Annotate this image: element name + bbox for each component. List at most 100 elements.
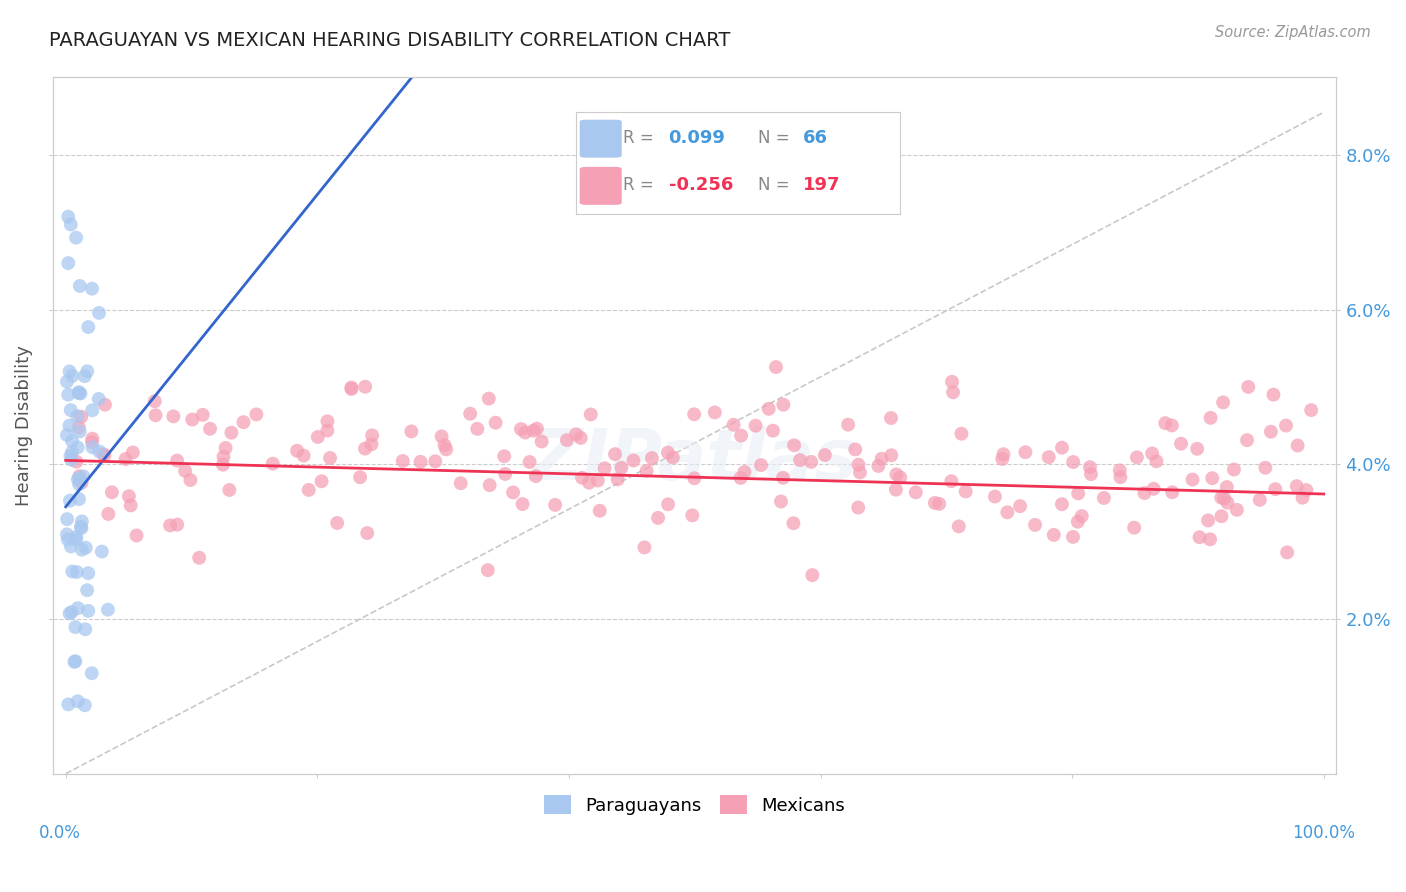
Point bbox=[159, 518, 181, 533]
Point bbox=[356, 526, 378, 541]
Point bbox=[76, 364, 98, 378]
Point bbox=[1126, 450, 1149, 465]
Point bbox=[484, 416, 506, 430]
Point bbox=[58, 418, 80, 433]
Point bbox=[1014, 445, 1036, 459]
Point bbox=[65, 654, 87, 668]
Point bbox=[1133, 486, 1156, 500]
Point bbox=[166, 453, 188, 467]
Point bbox=[1070, 509, 1092, 524]
Point bbox=[683, 471, 706, 485]
Point bbox=[58, 256, 80, 270]
Point bbox=[218, 483, 240, 497]
Point bbox=[522, 424, 544, 438]
Point bbox=[56, 428, 79, 442]
Point bbox=[941, 375, 963, 389]
Point bbox=[82, 403, 104, 417]
Point bbox=[950, 426, 973, 441]
Point bbox=[758, 401, 780, 416]
Text: R =: R = bbox=[623, 177, 654, 194]
Point bbox=[58, 698, 80, 712]
Point bbox=[1301, 403, 1323, 417]
Point bbox=[179, 473, 201, 487]
Point bbox=[298, 483, 321, 497]
Point bbox=[60, 605, 83, 619]
Point bbox=[65, 455, 87, 469]
Point bbox=[63, 655, 86, 669]
Point bbox=[848, 458, 870, 472]
Point bbox=[145, 409, 167, 423]
Point bbox=[1286, 438, 1309, 452]
Point bbox=[60, 565, 83, 579]
Point bbox=[924, 496, 946, 510]
Point bbox=[782, 516, 804, 531]
Point bbox=[579, 408, 602, 422]
Point bbox=[97, 602, 120, 616]
Point bbox=[1050, 441, 1073, 455]
Point bbox=[530, 434, 553, 449]
Point bbox=[1216, 495, 1239, 509]
Point bbox=[56, 512, 79, 526]
Point bbox=[789, 453, 811, 467]
Text: ZIPatlas: ZIPatlas bbox=[531, 425, 859, 495]
Point bbox=[510, 422, 533, 436]
Point bbox=[610, 460, 633, 475]
Point bbox=[67, 386, 90, 401]
Point bbox=[65, 620, 87, 634]
Point bbox=[1211, 491, 1233, 505]
Point bbox=[58, 607, 80, 621]
Point bbox=[292, 449, 315, 463]
Point bbox=[1146, 454, 1168, 468]
Point bbox=[80, 666, 103, 681]
Point bbox=[80, 435, 103, 450]
Point bbox=[162, 409, 184, 424]
Point bbox=[66, 601, 89, 615]
Point bbox=[340, 380, 363, 394]
Point bbox=[991, 451, 1014, 466]
Point bbox=[1160, 418, 1182, 433]
Point bbox=[814, 448, 837, 462]
Point bbox=[1236, 433, 1258, 447]
Point bbox=[87, 306, 110, 320]
Point bbox=[349, 470, 371, 484]
Point bbox=[589, 504, 612, 518]
Point bbox=[1275, 418, 1298, 433]
Point bbox=[340, 382, 363, 396]
Point bbox=[214, 441, 236, 455]
Point bbox=[524, 469, 547, 483]
Point bbox=[772, 471, 794, 485]
Point bbox=[66, 694, 89, 708]
Point bbox=[212, 450, 235, 464]
Point bbox=[1223, 462, 1246, 476]
Point bbox=[262, 457, 284, 471]
Point bbox=[657, 497, 679, 511]
Point bbox=[361, 428, 384, 442]
Point bbox=[67, 471, 90, 485]
Point bbox=[733, 465, 755, 479]
Point bbox=[569, 431, 592, 445]
Point bbox=[578, 475, 600, 490]
Point bbox=[749, 458, 772, 472]
Point bbox=[565, 427, 588, 442]
Point bbox=[433, 438, 456, 452]
Point bbox=[70, 409, 93, 424]
Point bbox=[94, 398, 117, 412]
Point bbox=[1199, 533, 1222, 547]
Point bbox=[66, 409, 89, 424]
Point bbox=[60, 434, 83, 448]
Point bbox=[1092, 491, 1115, 505]
Point bbox=[60, 445, 83, 459]
Point bbox=[948, 519, 970, 533]
Point bbox=[70, 519, 93, 533]
Point bbox=[66, 441, 89, 455]
Point bbox=[69, 279, 91, 293]
Point bbox=[58, 387, 80, 401]
Point bbox=[114, 452, 136, 467]
Point bbox=[1123, 521, 1146, 535]
Point bbox=[66, 473, 89, 487]
Point bbox=[56, 375, 79, 389]
Point bbox=[477, 563, 499, 577]
Point bbox=[526, 422, 548, 436]
Point bbox=[880, 411, 903, 425]
Point bbox=[221, 425, 243, 440]
